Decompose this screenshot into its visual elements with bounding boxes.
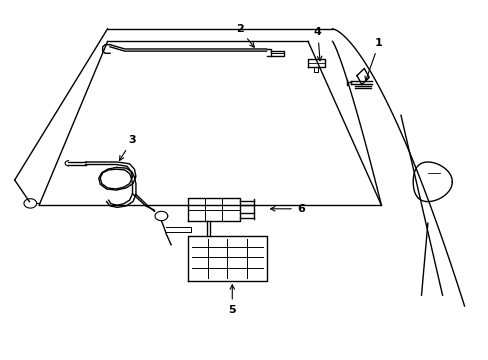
Text: 3: 3	[119, 135, 136, 161]
Text: 4: 4	[313, 27, 321, 61]
Text: 6: 6	[270, 204, 304, 214]
Text: 1: 1	[364, 38, 382, 81]
Text: 5: 5	[228, 285, 236, 315]
Text: 2: 2	[235, 24, 254, 47]
